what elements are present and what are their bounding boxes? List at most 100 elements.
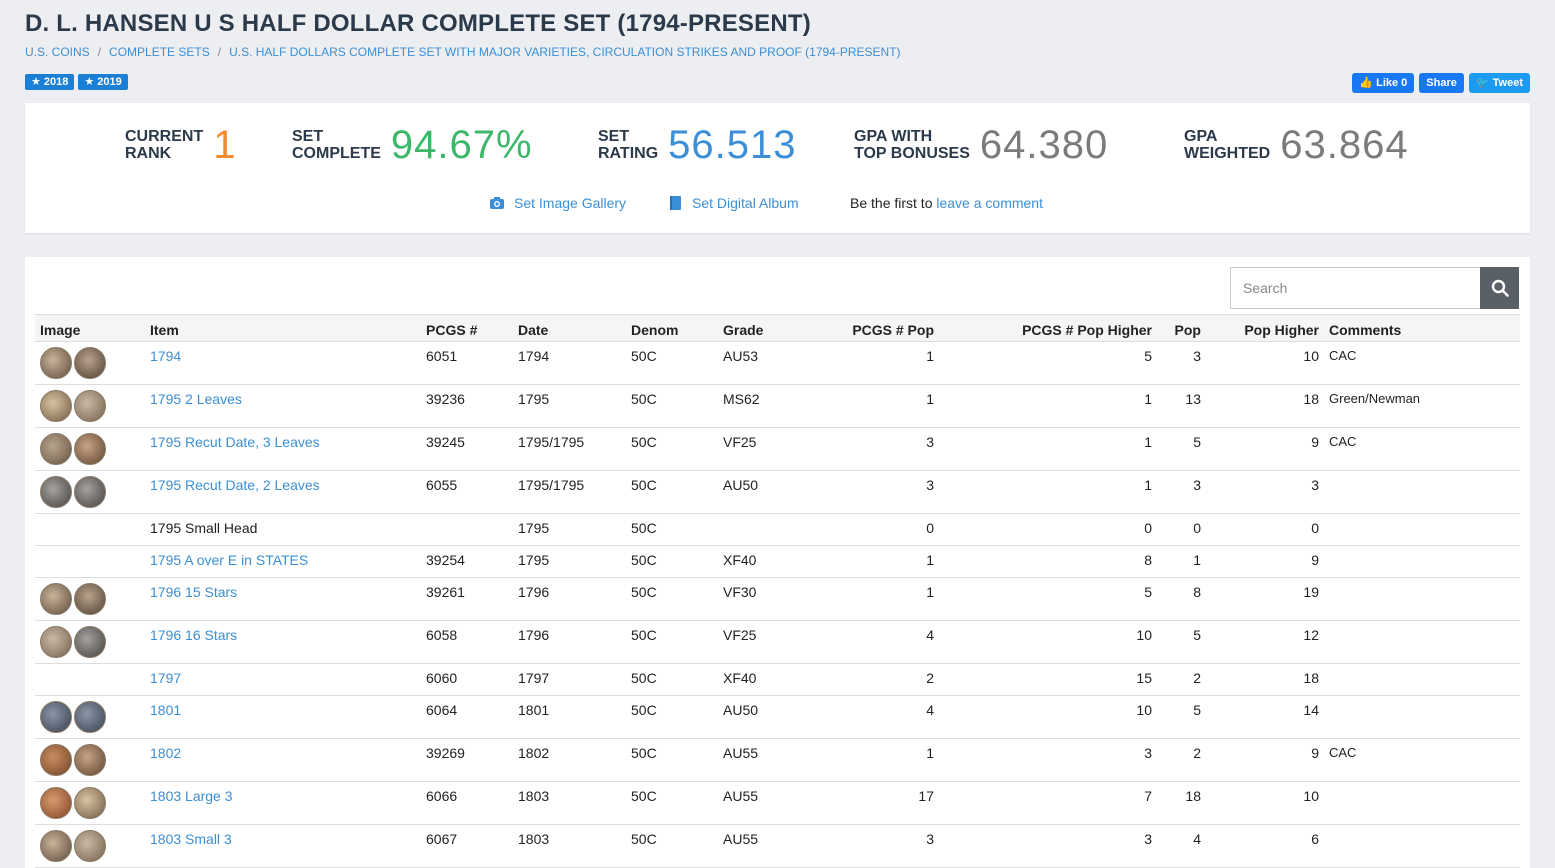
col-header-pcgs[interactable]: PCGS # [421, 314, 513, 342]
coin-obverse-image[interactable] [40, 787, 72, 819]
item-link[interactable]: 1796 15 Stars [150, 584, 238, 600]
col-header-pop-higher[interactable]: Pop Higher [1206, 314, 1324, 342]
coin-reverse-image[interactable] [74, 583, 106, 615]
col-header-pop[interactable]: Pop [1157, 314, 1206, 342]
col-header-image[interactable]: Image [35, 314, 145, 342]
coin-reverse-image[interactable] [74, 347, 106, 379]
col-header-grade[interactable]: Grade [718, 314, 808, 342]
coin-reverse-image[interactable] [74, 390, 106, 422]
coin-image-cell[interactable] [35, 824, 145, 868]
coin-reverse-image[interactable] [74, 476, 106, 508]
item-link[interactable]: 1795 2 Leaves [150, 391, 242, 407]
pcgs-pop-cell: 1 [808, 545, 939, 578]
pcgs-cell: 6051 [421, 341, 513, 385]
pcgs-cell: 6064 [421, 695, 513, 739]
coin-obverse-image[interactable] [40, 433, 72, 465]
coin-image-cell[interactable] [35, 384, 145, 428]
item-link[interactable]: 1796 16 Stars [150, 627, 238, 643]
grade-cell [718, 513, 808, 546]
item-link[interactable]: 1795 Recut Date, 2 Leaves [150, 477, 320, 493]
coin-obverse-image[interactable] [40, 347, 72, 379]
award-badge-2018[interactable]: ★ 2018 [25, 74, 75, 90]
comments-cell [1324, 620, 1520, 664]
pcgs-pop-cell: 3 [808, 427, 939, 471]
leave-comment-link[interactable]: leave a comment [936, 195, 1043, 211]
pcgs-pop-cell: 1 [808, 738, 939, 782]
pop-higher-cell: 18 [1206, 384, 1324, 428]
coin-obverse-image[interactable] [40, 476, 72, 508]
breadcrumb-us-coins[interactable]: U.S. COINS [25, 45, 90, 59]
coin-reverse-image[interactable] [74, 701, 106, 733]
pcgs-pop-cell: 2 [808, 663, 939, 696]
coin-obverse-image[interactable] [40, 744, 72, 776]
twitter-bird-icon: 🐦 [1475, 77, 1490, 89]
pcgs-cell: 6058 [421, 620, 513, 664]
coin-obverse-image[interactable] [40, 830, 72, 862]
grade-cell: AU50 [718, 470, 808, 514]
coin-image-cell[interactable] [35, 577, 145, 621]
pop-cell: 4 [1157, 824, 1206, 868]
breadcrumb-complete-sets[interactable]: COMPLETE SETS [109, 45, 210, 59]
coin-reverse-image[interactable] [74, 433, 106, 465]
col-header-pcgs-pop[interactable]: PCGS # Pop [808, 314, 939, 342]
col-header-comments[interactable]: Comments [1324, 314, 1520, 342]
coin-obverse-image[interactable] [40, 390, 72, 422]
item-link[interactable]: 1803 Small 3 [150, 831, 232, 847]
coin-reverse-image[interactable] [74, 830, 106, 862]
coin-obverse-image[interactable] [40, 701, 72, 733]
item-link[interactable]: 1802 [150, 745, 182, 761]
date-cell: 1796 [513, 620, 626, 664]
coin-obverse-image[interactable] [40, 626, 72, 658]
date-cell: 1795 [513, 513, 626, 546]
pop-higher-cell: 10 [1206, 781, 1324, 825]
coin-image-cell [35, 545, 145, 578]
item-link[interactable]: 1803 Large 3 [150, 788, 233, 804]
coin-reverse-image[interactable] [74, 626, 106, 658]
item-link[interactable]: 1801 [150, 702, 182, 718]
tweet-button[interactable]: 🐦 Tweet [1468, 73, 1530, 93]
coin-image-cell[interactable] [35, 620, 145, 664]
col-header-item[interactable]: Item [145, 314, 421, 342]
item-link[interactable]: 1795 Recut Date, 3 Leaves [150, 434, 320, 450]
camera-icon [490, 197, 504, 209]
grade-cell: XF40 [718, 663, 808, 696]
col-header-date[interactable]: Date [513, 314, 626, 342]
facebook-like-button[interactable]: 👍 Like 0 [1352, 73, 1415, 93]
item-link[interactable]: 1795 A over E in STATES [150, 552, 309, 568]
search-input[interactable] [1230, 267, 1480, 309]
coin-image-cell[interactable] [35, 470, 145, 514]
col-header-pcgs-pop-higher[interactable]: PCGS # Pop Higher [939, 314, 1157, 342]
stat-label: SET COMPLETE [292, 128, 381, 162]
pcgs-pop-cell: 1 [808, 341, 939, 385]
search-box [1230, 267, 1519, 309]
denom-cell: 50C [626, 695, 718, 739]
set-image-gallery-link[interactable]: Set Image Gallery [490, 195, 626, 211]
table-row: 1795 2 Leaves 39236 1795 50C MS62 1 1 13… [35, 384, 1520, 428]
coin-image-cell[interactable] [35, 341, 145, 385]
breadcrumb-half-dollars-set[interactable]: U.S. HALF DOLLARS COMPLETE SET WITH MAJO… [229, 45, 901, 59]
stat-set-rating: SET RATING 56.513 [598, 123, 796, 167]
search-button[interactable] [1480, 267, 1519, 309]
comments-cell: CAC [1324, 341, 1520, 385]
denom-cell: 50C [626, 513, 718, 546]
table-row: 1796 15 Stars 39261 1796 50C VF30 1 5 8 … [35, 577, 1520, 621]
coin-image-cell[interactable] [35, 738, 145, 782]
col-header-denom[interactable]: Denom [626, 314, 718, 342]
item-link[interactable]: 1794 [150, 348, 182, 364]
coin-image-cell[interactable] [35, 695, 145, 739]
coin-image-cell[interactable] [35, 781, 145, 825]
denom-cell: 50C [626, 577, 718, 621]
coin-obverse-image[interactable] [40, 583, 72, 615]
facebook-share-button[interactable]: Share [1419, 73, 1464, 93]
set-digital-album-link[interactable]: Set Digital Album [669, 195, 799, 211]
item-link[interactable]: 1797 [150, 670, 182, 686]
award-badge-2019[interactable]: ★ 2019 [78, 74, 128, 90]
date-cell: 1802 [513, 738, 626, 782]
coin-image-cell[interactable] [35, 427, 145, 471]
pcgs-cell [421, 513, 513, 546]
pop-cell: 5 [1157, 695, 1206, 739]
coin-reverse-image[interactable] [74, 744, 106, 776]
pcgs-pop-higher-cell: 15 [939, 663, 1157, 696]
pcgs-pop-cell: 3 [808, 470, 939, 514]
coin-reverse-image[interactable] [74, 787, 106, 819]
